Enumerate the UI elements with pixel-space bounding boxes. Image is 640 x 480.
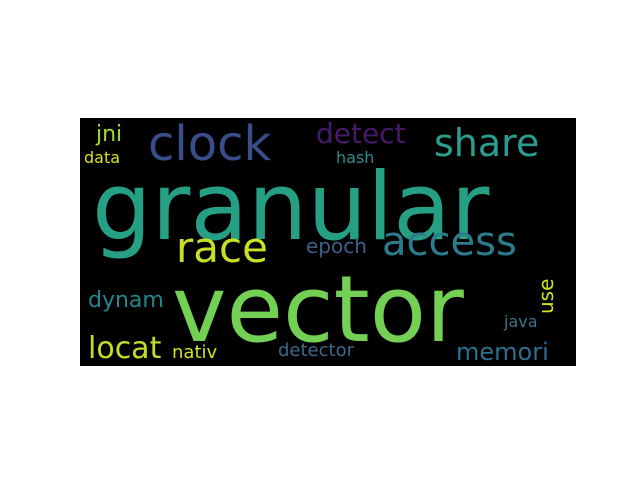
word-access: access: [382, 219, 517, 265]
word-data: data: [84, 148, 121, 167]
word-hash: hash: [336, 148, 375, 167]
word-java: java: [504, 312, 538, 331]
word-cloud: granular vector clock share access race …: [80, 118, 576, 366]
word-locat: locat: [88, 331, 162, 366]
word-share: share: [434, 121, 540, 165]
word-dynam: dynam: [88, 288, 164, 313]
word-vector: vector: [172, 256, 464, 363]
word-jni: jni: [96, 122, 123, 147]
word-race: race: [176, 223, 268, 272]
word-use: use: [534, 278, 558, 314]
word-detect: detect: [316, 118, 406, 150]
word-nativ: nativ: [172, 342, 218, 363]
word-detector: detector: [278, 340, 354, 361]
word-granular: granular: [92, 153, 490, 262]
word-epoch: epoch: [306, 234, 367, 258]
word-clock: clock: [148, 118, 272, 172]
word-memori: memori: [456, 338, 549, 366]
